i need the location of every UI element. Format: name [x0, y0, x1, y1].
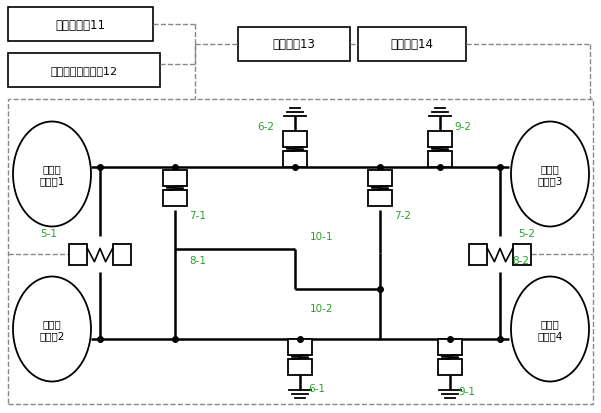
Text: 7-2: 7-2	[394, 211, 411, 221]
Bar	[438, 339, 462, 355]
Bar	[513, 244, 531, 265]
Text: 车速传感器11: 车速传感器11	[55, 19, 106, 31]
Bar	[438, 359, 462, 375]
Bar	[428, 132, 452, 147]
Text: 5-1: 5-1	[40, 228, 57, 238]
Text: 10-1: 10-1	[310, 231, 334, 242]
Bar	[69, 244, 87, 265]
Text: 6-2: 6-2	[257, 122, 274, 132]
Bar	[8, 100, 593, 404]
Text: 5-2: 5-2	[518, 228, 535, 238]
Text: 7-1: 7-1	[189, 211, 206, 221]
Bar	[288, 359, 312, 375]
Bar	[288, 339, 312, 355]
Bar	[368, 190, 392, 206]
Ellipse shape	[511, 122, 589, 227]
Bar	[112, 244, 131, 265]
Bar	[358, 28, 466, 62]
Bar	[163, 171, 187, 187]
Text: 转向盘转角传感器12: 转向盘转角传感器12	[50, 66, 118, 76]
Bar	[163, 190, 187, 206]
Bar	[283, 132, 307, 147]
Bar	[8, 8, 153, 42]
Text: 前左空
气弹簧2: 前左空 气弹簧2	[39, 318, 65, 340]
Ellipse shape	[13, 277, 91, 382]
Ellipse shape	[13, 122, 91, 227]
Ellipse shape	[511, 277, 589, 382]
Text: 6-1: 6-1	[308, 383, 325, 393]
Bar	[283, 152, 307, 167]
Text: 后左空
气弹簧4: 后左空 气弹簧4	[537, 318, 563, 340]
Bar	[368, 171, 392, 187]
Text: 驱动电路14: 驱动电路14	[391, 38, 433, 51]
Bar	[469, 244, 487, 265]
Text: 前右空
气弹簧1: 前右空 气弹簧1	[39, 164, 65, 185]
Text: 8-2: 8-2	[512, 255, 529, 266]
Bar	[428, 152, 452, 167]
Text: 9-1: 9-1	[458, 386, 475, 396]
Text: 控制系统13: 控制系统13	[273, 38, 316, 51]
Bar	[238, 28, 350, 62]
Bar	[8, 54, 160, 88]
Text: 10-2: 10-2	[310, 303, 334, 313]
Text: 8-1: 8-1	[189, 255, 206, 266]
Text: 9-2: 9-2	[454, 122, 471, 132]
Text: 后右空
气弹簧3: 后右空 气弹簧3	[537, 164, 563, 185]
